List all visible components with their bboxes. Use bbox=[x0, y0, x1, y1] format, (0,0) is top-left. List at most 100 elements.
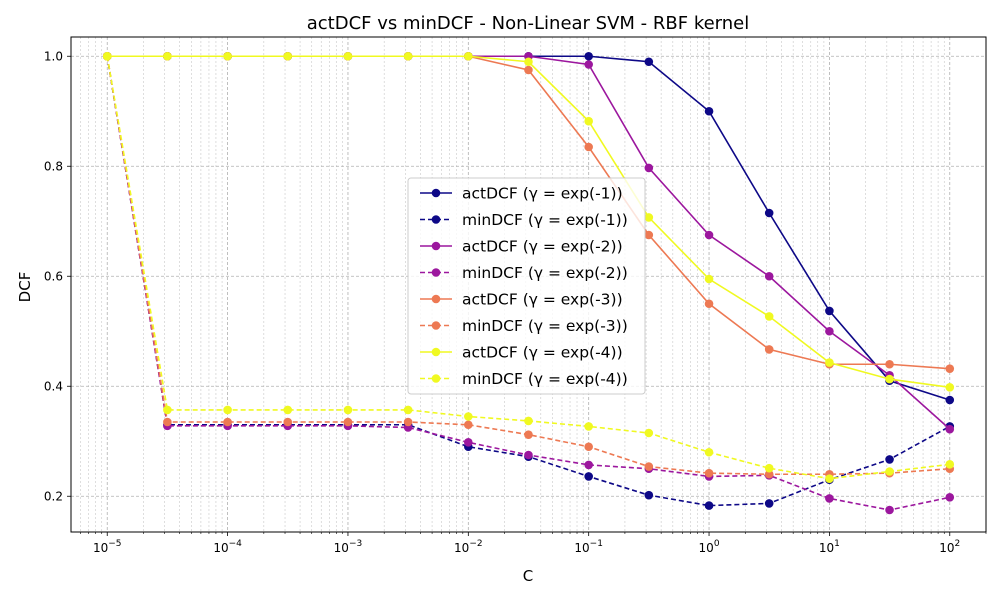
data-point bbox=[945, 460, 955, 469]
data-point bbox=[343, 51, 353, 61]
x-tick-exponent: −2 bbox=[469, 539, 482, 549]
x-tick-label: 102 bbox=[939, 539, 960, 555]
data-point bbox=[885, 359, 894, 369]
data-point bbox=[945, 383, 955, 392]
legend-label: minDCF (γ = exp(-2)) bbox=[462, 264, 628, 282]
y-tick-label: 1.0 bbox=[44, 49, 63, 63]
data-point bbox=[403, 51, 413, 61]
data-point bbox=[223, 51, 232, 61]
chart-title: actDCF vs minDCF - Non-Linear SVM - RBF … bbox=[307, 13, 750, 34]
legend-swatch-marker bbox=[431, 241, 441, 251]
data-point bbox=[704, 299, 714, 309]
data-point bbox=[825, 306, 834, 316]
data-point bbox=[704, 447, 714, 457]
x-tick-base: 10 bbox=[699, 541, 714, 555]
data-point bbox=[764, 463, 774, 473]
x-tick-label: 10−4 bbox=[213, 539, 242, 555]
data-point bbox=[464, 438, 473, 447]
plot-series bbox=[102, 51, 955, 515]
x-tick-base: 10 bbox=[939, 541, 954, 555]
data-point bbox=[764, 271, 774, 281]
data-point bbox=[584, 422, 593, 431]
legend-swatch-marker bbox=[431, 215, 441, 224]
x-tick-exponent: 0 bbox=[714, 539, 720, 549]
data-point bbox=[102, 51, 112, 61]
x-tick-exponent: −4 bbox=[229, 539, 243, 549]
data-point bbox=[644, 230, 654, 240]
x-tick-label: 10−2 bbox=[454, 539, 483, 555]
legend-item: minDCF (γ = exp(-1)) bbox=[420, 211, 628, 229]
x-tick-label: 10−5 bbox=[93, 539, 122, 555]
data-point bbox=[644, 213, 654, 222]
data-point bbox=[945, 395, 955, 405]
data-point bbox=[945, 424, 955, 434]
data-point bbox=[283, 417, 293, 427]
plot-frame bbox=[70, 36, 987, 533]
data-point bbox=[885, 455, 894, 464]
data-point bbox=[403, 417, 413, 427]
legend-label: actDCF (γ = exp(-3)) bbox=[462, 291, 623, 309]
series-8 bbox=[102, 51, 955, 483]
data-point bbox=[163, 405, 172, 415]
legend-swatch-marker bbox=[431, 268, 441, 277]
x-tick-base: 10 bbox=[574, 541, 589, 555]
legend-label: minDCF (γ = exp(-4)) bbox=[462, 370, 628, 388]
data-point bbox=[584, 51, 593, 61]
data-point bbox=[524, 430, 533, 439]
data-point bbox=[584, 116, 593, 126]
y-axis-label: DCF bbox=[16, 272, 34, 303]
x-tick-base: 10 bbox=[819, 541, 834, 555]
data-point bbox=[464, 412, 473, 421]
data-point bbox=[825, 326, 834, 336]
data-point bbox=[885, 374, 894, 384]
data-point bbox=[704, 501, 714, 510]
x-tick-base: 10 bbox=[213, 541, 228, 555]
data-point bbox=[644, 57, 654, 67]
data-point bbox=[704, 230, 714, 240]
data-point bbox=[524, 65, 533, 75]
data-point bbox=[764, 499, 774, 508]
data-point bbox=[644, 490, 654, 500]
legend-label: actDCF (γ = exp(-2)) bbox=[462, 238, 623, 256]
data-point bbox=[764, 469, 774, 479]
x-tick-exponent: −3 bbox=[349, 539, 362, 549]
legend-swatch-marker bbox=[431, 321, 441, 330]
data-point bbox=[704, 106, 714, 116]
data-point bbox=[464, 420, 473, 430]
data-point bbox=[584, 460, 593, 470]
legend-item: actDCF (γ = exp(-4)) bbox=[420, 344, 623, 362]
x-tick-base: 10 bbox=[93, 541, 108, 555]
y-tick-label: 0.8 bbox=[44, 159, 63, 173]
data-point bbox=[283, 51, 293, 61]
x-tick-exponent: −1 bbox=[590, 539, 603, 549]
legend-label: actDCF (γ = exp(-4)) bbox=[462, 344, 623, 362]
data-point bbox=[825, 494, 834, 503]
x-tick-label: 10−1 bbox=[574, 539, 603, 555]
legend-box bbox=[407, 177, 646, 395]
data-point bbox=[584, 472, 593, 481]
data-point bbox=[885, 467, 894, 476]
x-tick-label: 101 bbox=[819, 539, 840, 555]
data-point bbox=[764, 208, 774, 218]
y-tick-label: 0.6 bbox=[44, 269, 63, 283]
data-point bbox=[764, 312, 774, 321]
data-point bbox=[403, 405, 413, 415]
data-point bbox=[283, 405, 293, 415]
axis-ticks: 10−5 10−4 10−3 10−2 10−1 100 101 1020.20.40.60.… bbox=[44, 49, 987, 555]
data-point bbox=[524, 450, 533, 460]
data-point bbox=[343, 417, 353, 427]
legend-label: actDCF (γ = exp(-1)) bbox=[462, 185, 623, 203]
x-tick-exponent: −5 bbox=[108, 539, 121, 549]
data-point bbox=[825, 358, 834, 367]
data-point bbox=[764, 345, 774, 354]
legend: actDCF (γ = exp(-1)) minDCF (γ = exp(-1))… bbox=[407, 177, 646, 395]
data-point bbox=[825, 474, 834, 483]
data-point bbox=[704, 274, 714, 284]
legend-item: actDCF (γ = exp(-3)) bbox=[420, 291, 623, 309]
legend-label: minDCF (γ = exp(-1)) bbox=[462, 211, 628, 229]
data-point bbox=[644, 428, 654, 438]
data-point bbox=[343, 405, 353, 415]
data-point bbox=[524, 416, 533, 426]
data-point bbox=[644, 163, 654, 173]
